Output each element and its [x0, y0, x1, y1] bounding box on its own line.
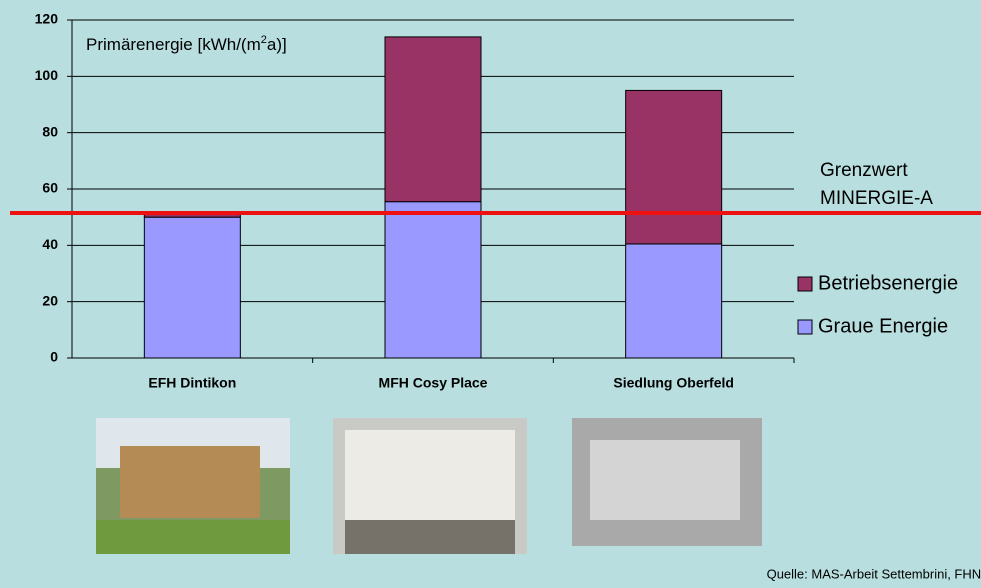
legend-swatch	[797, 276, 813, 292]
x-tick-label: EFH Dintikon	[148, 375, 236, 391]
x-tick-label: Siedlung Oberfeld	[613, 375, 734, 391]
y-tick-label: 100	[35, 67, 59, 83]
bar-segment	[625, 243, 723, 359]
y-tick-label: 60	[42, 180, 58, 196]
y-tick-label: 0	[50, 349, 58, 365]
bar-segment	[384, 201, 482, 359]
threshold-label: Grenzwert	[820, 160, 908, 181]
photo-mfh	[333, 418, 527, 554]
legend-swatch	[797, 319, 813, 335]
y-tick-label: 120	[35, 11, 59, 27]
y-axis-label-part: a)]	[267, 35, 287, 54]
source-note: Quelle: MAS-Arbeit Settembrini, FHNW	[767, 566, 981, 581]
legend-label: Betriebsenergie	[818, 272, 958, 294]
bar-segment	[625, 89, 723, 245]
bar-segment	[143, 216, 241, 359]
bar-segment	[384, 36, 482, 203]
y-axis-label: Primärenergie [kWh/(m2a)]	[86, 34, 287, 55]
y-axis-label-part: Primärenergie [kWh/(m	[86, 35, 261, 54]
x-tick-label: MFH Cosy Place	[379, 375, 488, 391]
y-tick-label: 20	[42, 292, 58, 308]
y-axis-label-part: 2	[261, 34, 267, 46]
photo-efh	[96, 418, 290, 554]
legend-label: Graue Energie	[818, 315, 948, 337]
photo-siedlung	[572, 418, 762, 546]
threshold-label: MINERGIE-A	[820, 188, 933, 209]
y-tick-label: 80	[42, 123, 58, 139]
y-tick-label: 40	[42, 236, 58, 252]
